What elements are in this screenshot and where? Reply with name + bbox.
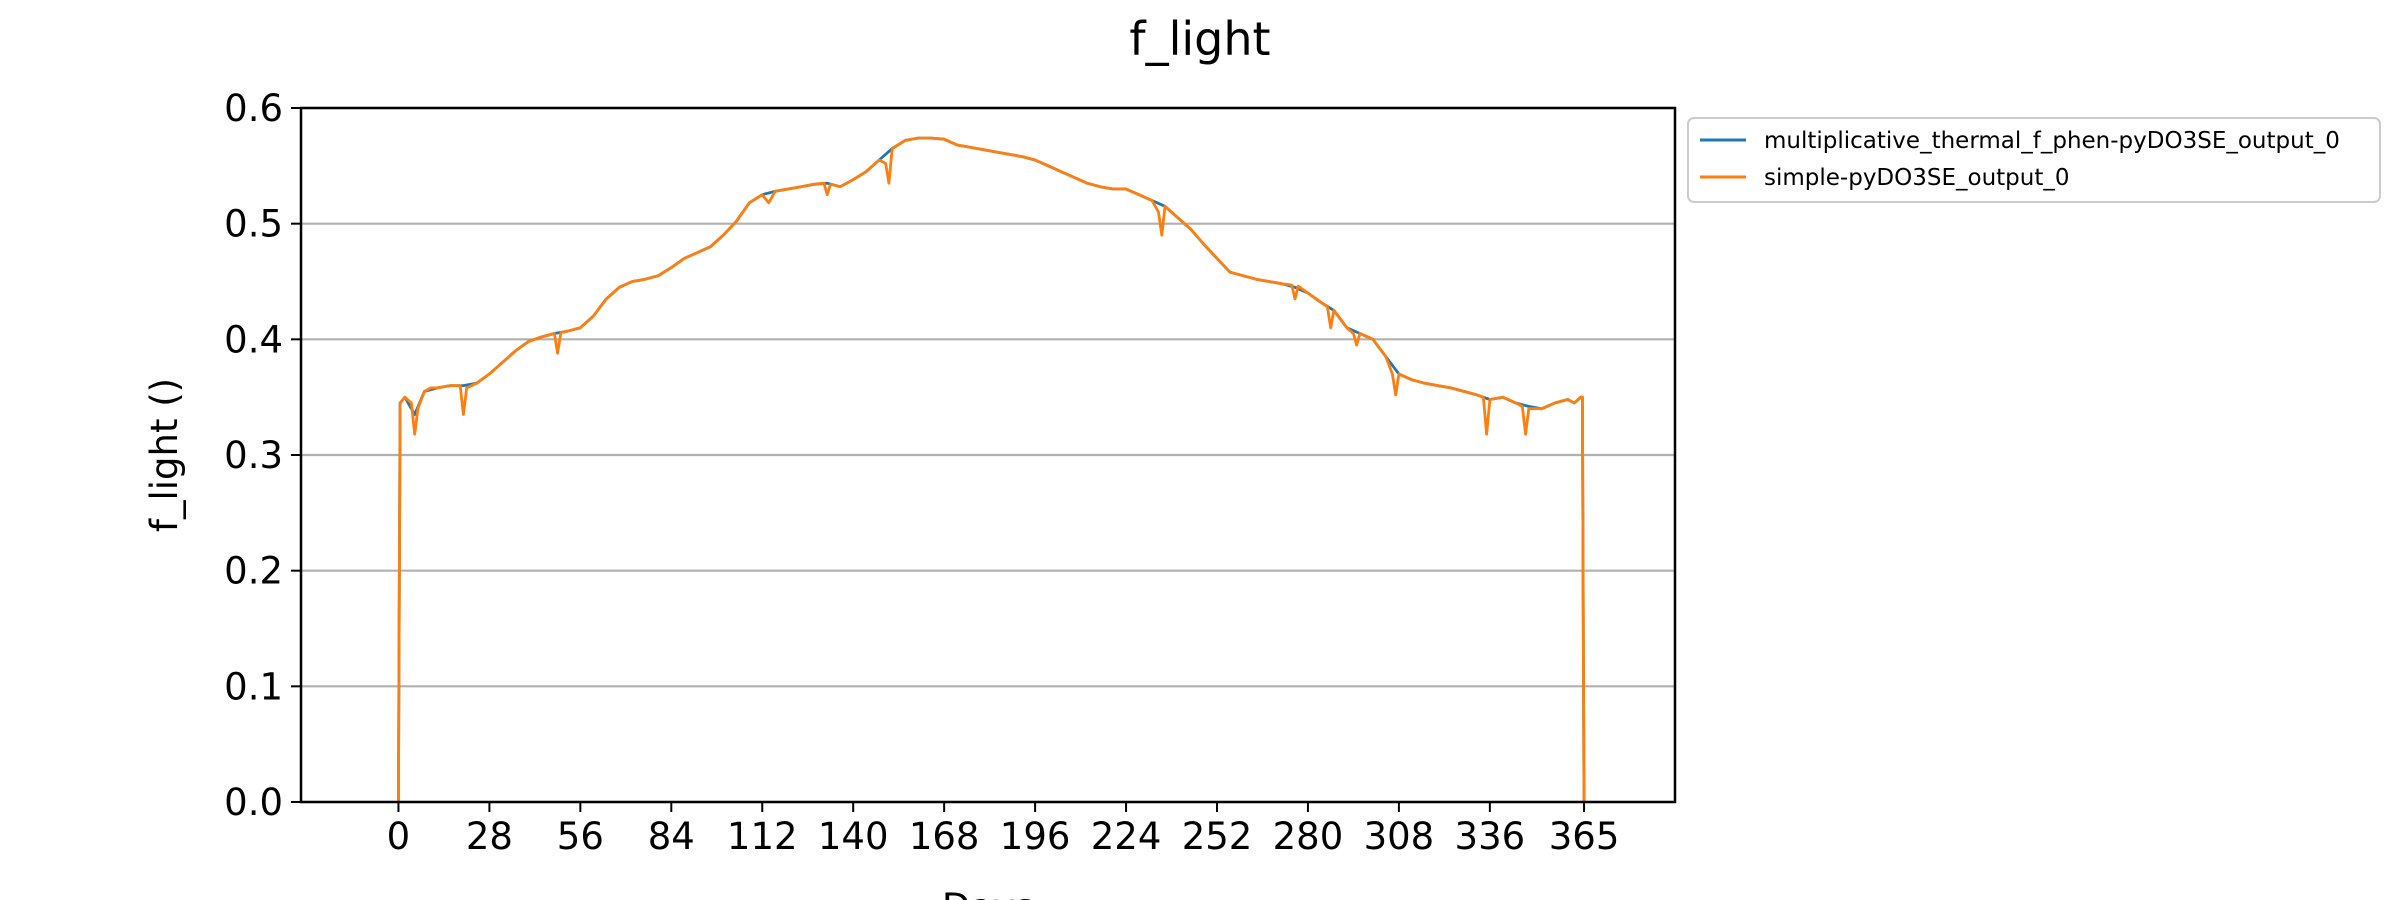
x-tick-label: 112 xyxy=(727,815,798,858)
x-tick-label: 56 xyxy=(557,815,604,858)
legend-box xyxy=(1687,117,2381,203)
x-tick-label: 140 xyxy=(818,815,889,858)
y-tick-label: 0.4 xyxy=(224,318,283,361)
x-tick-label: 0 xyxy=(387,815,411,858)
y-axis-ticks: 0.0 0.1 0.2 0.3 0.4 0.5 0.6 xyxy=(224,87,301,824)
x-tick-label: 84 xyxy=(648,815,695,858)
y-tick-label: 0.0 xyxy=(224,781,283,824)
x-tick-label: 308 xyxy=(1364,815,1435,858)
y-tick-label: 0.6 xyxy=(224,87,283,130)
y-tick-label: 0.1 xyxy=(224,665,283,708)
x-tick-label: 252 xyxy=(1182,815,1253,858)
legend-label-multiplicative: multiplicative_thermal_f_phen-pyDO3SE_ou… xyxy=(1764,128,2340,154)
x-tick-label: 168 xyxy=(909,815,980,858)
x-tick-label: 280 xyxy=(1273,815,1344,858)
x-tick-label: 224 xyxy=(1091,815,1162,858)
y-tick-label: 0.2 xyxy=(224,550,283,593)
series-lines xyxy=(397,136,1586,803)
series-line-1 xyxy=(397,136,1586,803)
legend-label-simple: simple-pyDO3SE_output_0 xyxy=(1764,165,2070,191)
x-tick-label: 196 xyxy=(1000,815,1071,858)
y-tick-label: 0.3 xyxy=(224,434,283,477)
x-tick-label: 336 xyxy=(1455,815,1526,858)
x-tick-label: 365 xyxy=(1549,815,1620,858)
y-axis-title: f_light () xyxy=(143,378,186,532)
x-axis-title: Days xyxy=(942,886,1034,900)
y-tick-label: 0.5 xyxy=(224,203,283,246)
x-tick-label: 28 xyxy=(466,815,513,858)
legend: multiplicative_thermal_f_phen-pyDO3SE_ou… xyxy=(1687,117,2381,203)
x-axis-ticks: 0 28 56 84 112 140 168 196 224 252 280 308 336 365 xyxy=(387,802,1620,858)
chart-title: f_light xyxy=(1129,12,1270,66)
